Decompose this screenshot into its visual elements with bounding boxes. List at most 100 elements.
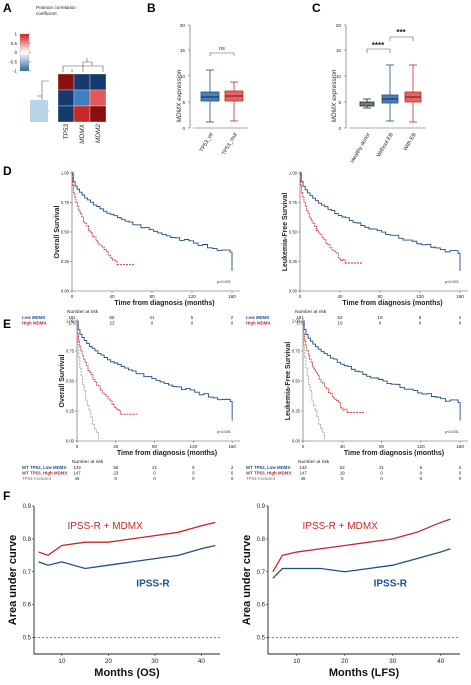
risk-row-value: 2: [231, 465, 234, 470]
km-xtick-label: 0: [71, 294, 74, 299]
gene-label: MDM2: [95, 124, 102, 144]
km-xtick-label: 160: [228, 444, 236, 449]
panel-f-label: F: [3, 489, 10, 503]
km-ytick-label: 0.75: [66, 349, 75, 354]
risk-row-value: 56: [110, 315, 115, 320]
auc-axes: [267, 506, 460, 655]
risk-row-value: 0: [115, 476, 118, 481]
risk-row-value: 23: [113, 471, 118, 476]
risk-row-value: 147: [73, 471, 81, 476]
km-plot-e-lfs: 1.000.750.500.250.000 40 80 120 160Leukemia-…: [246, 319, 468, 481]
heatmap-cell: [89, 89, 107, 107]
risk-row-value: 19: [340, 471, 345, 476]
legend-title-1: Pearson correlation: [36, 5, 76, 10]
km-curve-wt-high-mdmx: [303, 320, 348, 413]
risk-row-label: High MDMX: [22, 321, 46, 326]
km-ytick-label: 0.25: [61, 259, 70, 264]
heatmap-cell: [73, 89, 91, 107]
km-axes: [299, 171, 468, 292]
auc-ytick-label: 0.9: [257, 504, 266, 510]
risk-row-value: 147: [299, 471, 307, 476]
km-ylabel: Overall Survival: [54, 205, 61, 258]
km-xtick-label: 0: [76, 444, 79, 449]
risk-row-value: 46: [75, 476, 80, 481]
risk-row-value: 56: [113, 465, 118, 470]
risk-row-value: 181: [68, 315, 76, 320]
box-healthy-donor: [359, 98, 375, 109]
heatmap-cell: [89, 105, 107, 123]
km-xlabel: Time from diagnosis (months): [117, 450, 217, 457]
c-sig-1: ****: [372, 41, 385, 50]
auc-xtick-label: 30: [389, 658, 397, 665]
km-curve-tp53-mutated: [77, 320, 99, 440]
km-xtick-label: 40: [340, 444, 346, 449]
auc-xtick-label: 10: [58, 658, 66, 665]
km-xtick-label: 0: [302, 444, 305, 449]
risk-row-value: 2: [459, 315, 462, 320]
heatmap-cell: [89, 73, 107, 91]
auc-xlabel: Months (LFS): [329, 667, 400, 679]
heatmap-cell: [73, 73, 91, 91]
auc-ytick-label: 0.7: [23, 570, 32, 576]
auc-plot-lfs: 0.5 0.6 0.7 0.8 0.9 10 20 30 40 IPSS-R + MDMX IPSS…: [241, 504, 460, 679]
panel-d-label: D: [3, 164, 12, 178]
number-at-risk-title: Number at risk: [298, 459, 330, 465]
risk-row-value: 0: [459, 321, 462, 326]
gene-label: MDMX: [79, 123, 86, 144]
km-ytick-label: 0.50: [292, 379, 301, 384]
c-cat-0: Healthy donor: [350, 132, 372, 164]
km-xtick-label: 160: [228, 294, 236, 299]
km-ytick-label: 0.00: [292, 439, 301, 444]
b-ylabel: MDMX expression: [176, 69, 183, 122]
risk-row-value: 0: [380, 476, 383, 481]
risk-row-value: 143: [73, 465, 81, 470]
risk-row-value: 21: [150, 315, 155, 320]
km-pvalue: p<0.001: [445, 280, 459, 284]
km-xtick-label: 40: [109, 294, 115, 299]
risk-row-value: 0: [459, 471, 462, 476]
risk-row-label: High MDMX: [246, 321, 270, 326]
legend-tick-label: 0: [14, 50, 17, 55]
auc-ylabel: Area under curve: [7, 535, 19, 625]
top-dendrogram: [62, 58, 104, 72]
km-curve-low-mdmx: [72, 172, 233, 271]
box-tp53-wt: [200, 69, 220, 123]
risk-row-label: WT TP53, High MDMX: [246, 471, 291, 476]
auc-ytick-label: 0.9: [23, 504, 32, 510]
gene-labels: TP53 MDMX MDM2: [63, 123, 102, 144]
c-cat-1: Without EB: [376, 132, 395, 159]
auc-line-ipss-r-mdmx: [272, 518, 451, 573]
km-curve-high-mdmx: [300, 172, 346, 263]
risk-row-value: 0: [459, 476, 462, 481]
risk-row-value: 179: [68, 321, 76, 326]
km-ytick-label: 0.00: [289, 289, 298, 294]
legend-title-2: coefficient: [36, 11, 57, 16]
risk-row-value: 2: [231, 315, 234, 320]
risk-row-value: 0: [192, 476, 195, 481]
risk-row-value: 0: [153, 471, 156, 476]
km-curve-wt-low-mdmx: [303, 320, 461, 421]
risk-row-label: TP53-mutated: [22, 476, 51, 481]
km-xtick-label: 120: [416, 294, 424, 299]
auc-line-ipss-r: [38, 544, 216, 570]
auc-xtick-label: 40: [437, 658, 445, 665]
panel-a-label: A: [3, 1, 12, 15]
risk-row-value: 0: [151, 321, 154, 326]
box-with-eb: [404, 64, 422, 123]
risk-row-value: 179: [296, 321, 304, 326]
risk-row-value: 0: [420, 471, 423, 476]
number-at-risk-title: Number at risk: [67, 309, 99, 315]
risk-row-value: 0: [231, 321, 234, 326]
km-ytick-label: 0.25: [289, 259, 298, 264]
panel-c-label: C: [312, 1, 321, 15]
legend-tick-label: 0.5: [11, 41, 18, 46]
c-ytick-15: 15: [336, 48, 342, 53]
risk-row-value: 46: [301, 476, 306, 481]
km-xlabel: Time from diagnosis (months): [344, 450, 444, 457]
risk-row-value: 0: [419, 321, 422, 326]
auc-xtick-label: 40: [198, 658, 206, 665]
auc-plot-os: 0.5 0.6 0.7 0.8 0.9 10 20 30 40 IPSS-R + MDMX IPSS…: [7, 504, 220, 679]
auc-line-ipss-r: [272, 548, 451, 579]
